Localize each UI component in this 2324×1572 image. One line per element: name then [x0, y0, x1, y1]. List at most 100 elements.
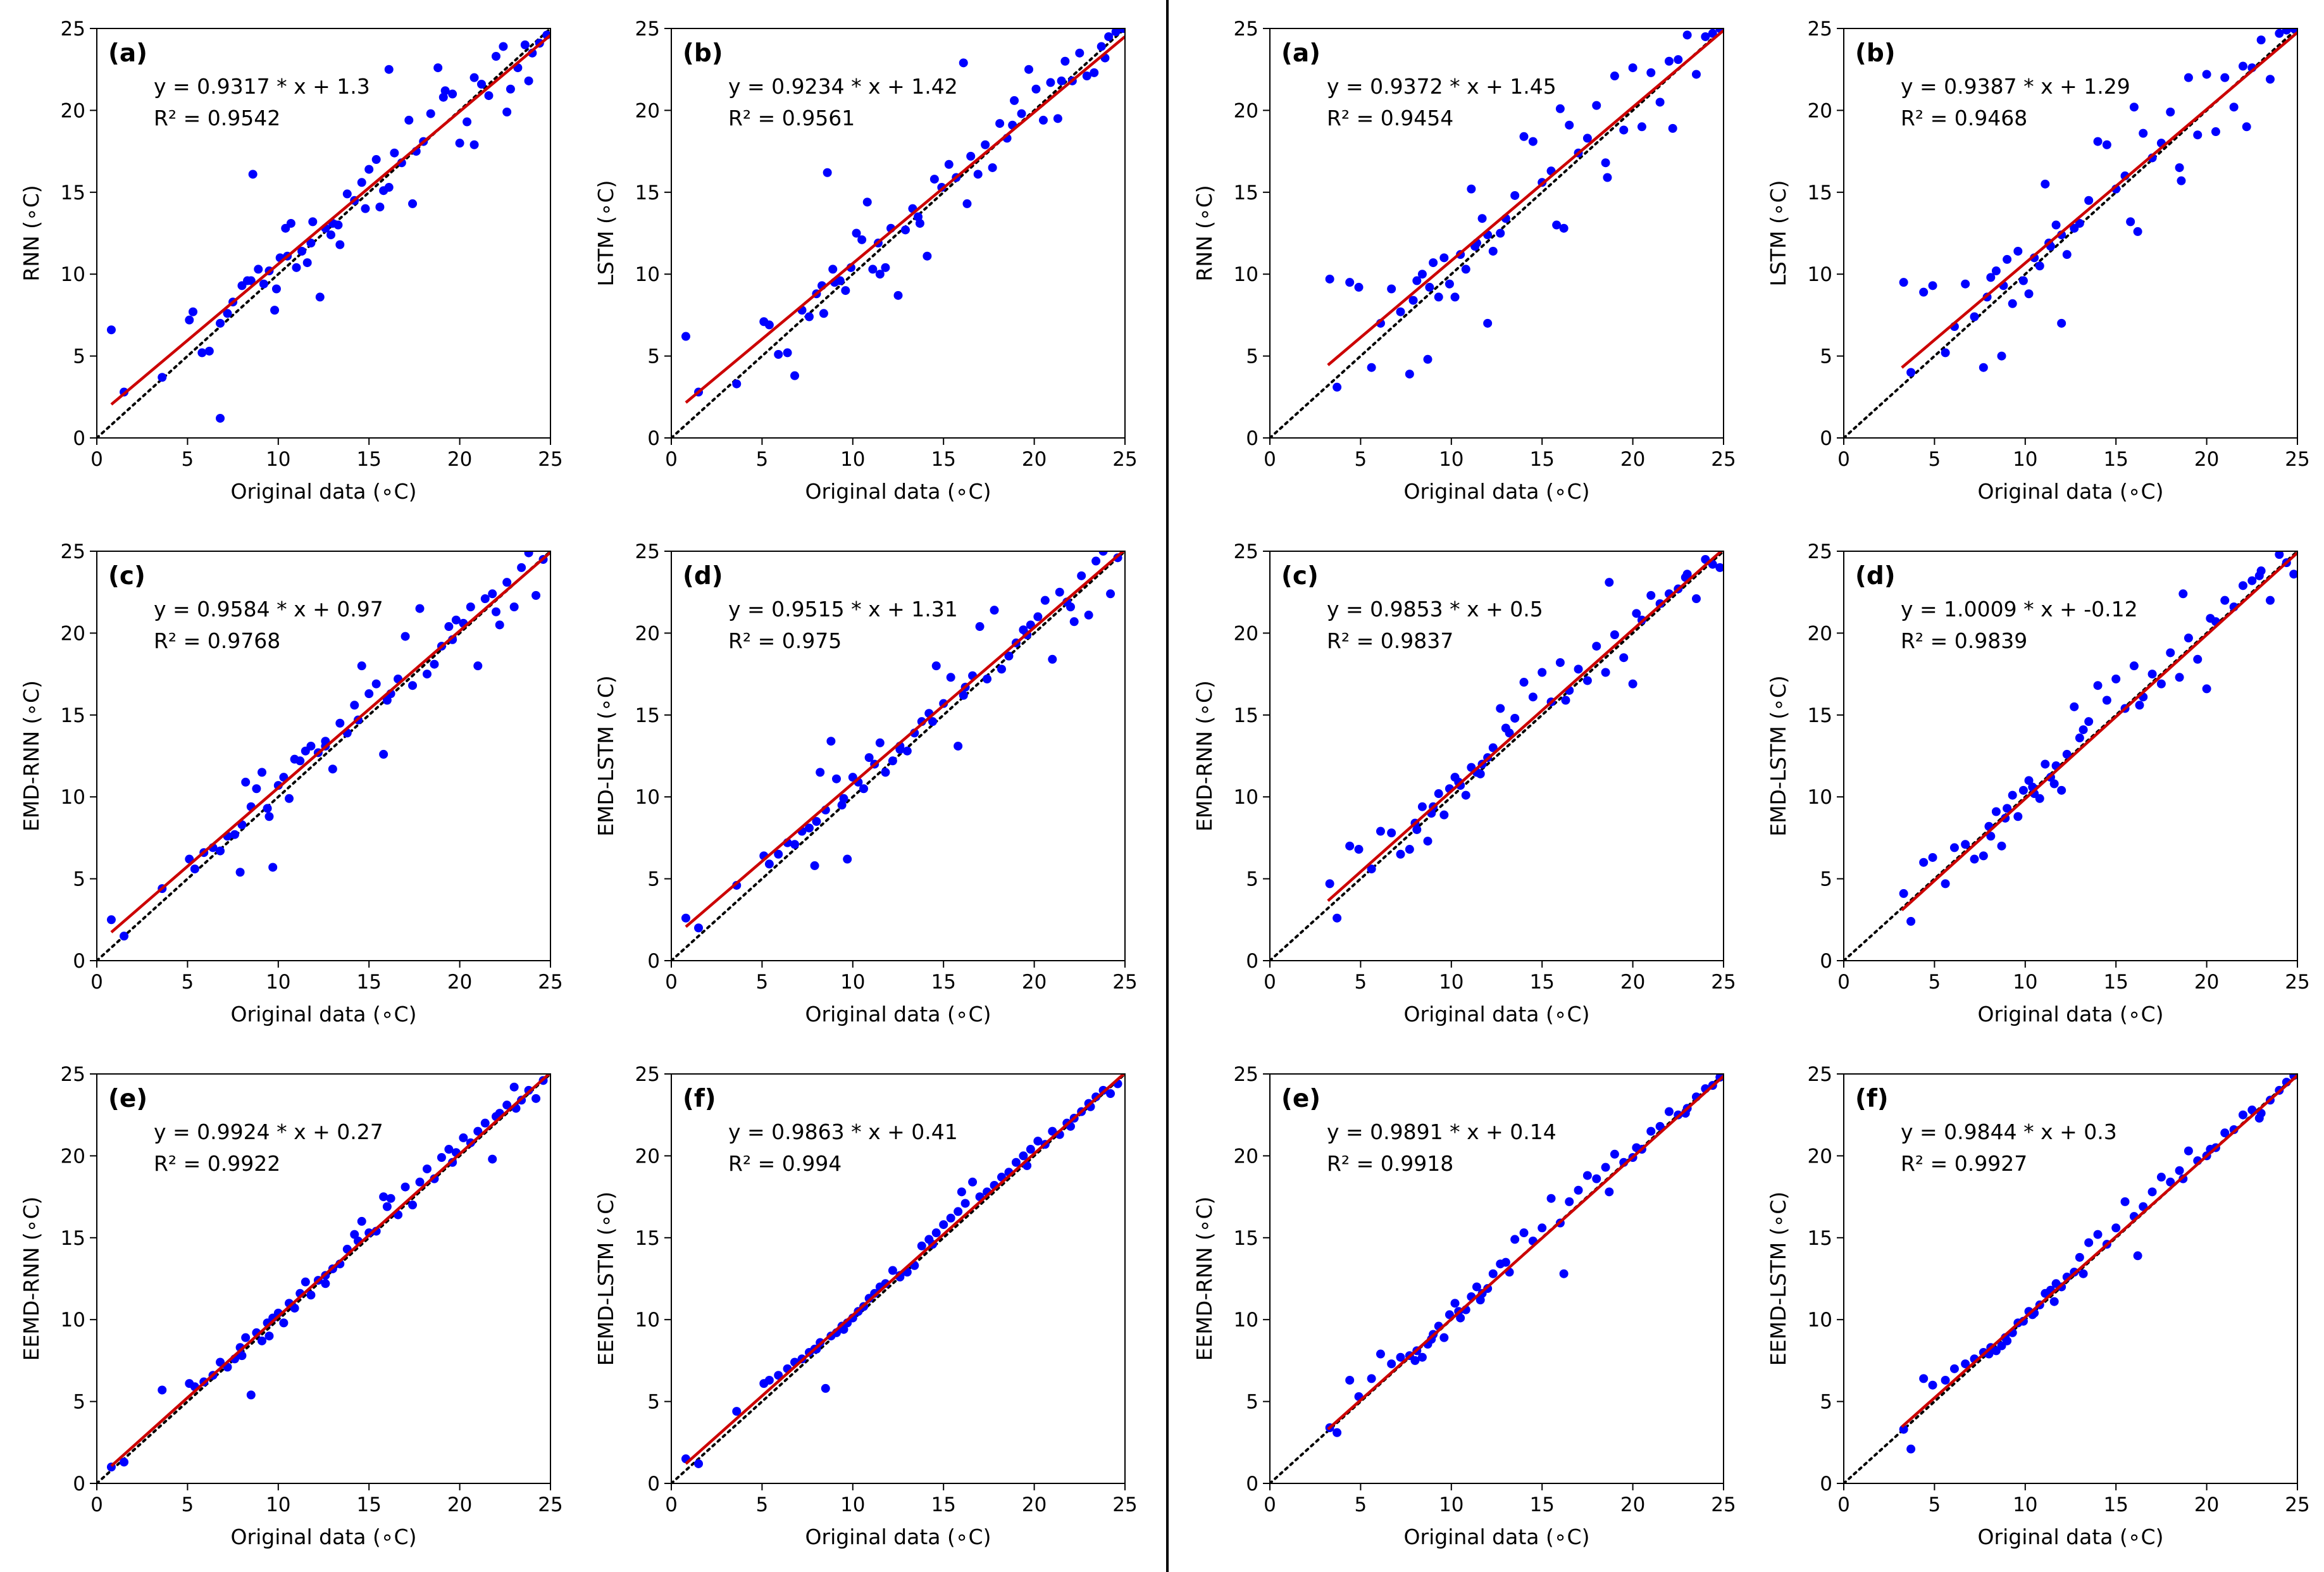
data-point — [960, 1199, 970, 1208]
data-point — [2133, 227, 2142, 236]
x-tick-label: 10 — [2013, 1494, 2037, 1516]
data-point — [271, 284, 281, 294]
regression-equation: y = 0.9515 * x + 1.31 — [728, 597, 958, 621]
data-point — [1461, 265, 1470, 274]
data-point — [764, 859, 774, 869]
data-point — [859, 784, 869, 794]
x-tick-label: 25 — [1711, 1494, 1736, 1516]
data-point — [401, 1182, 410, 1192]
data-point — [1906, 368, 1916, 377]
data-point — [1333, 913, 1342, 923]
data-point — [415, 1177, 425, 1187]
data-point — [1496, 704, 1505, 713]
data-point — [2220, 1128, 2230, 1138]
y-tick-label: 10 — [1808, 786, 1832, 809]
x-tick-label: 25 — [2285, 971, 2309, 994]
y-tick-label: 5 — [1246, 868, 1258, 891]
data-point — [983, 674, 992, 683]
x-tick-label: 15 — [356, 1494, 381, 1516]
r-squared: R² = 0.9768 — [154, 628, 280, 653]
data-point — [2242, 122, 2251, 132]
data-point — [944, 159, 954, 169]
data-point — [463, 117, 472, 127]
x-tick-label: 15 — [1529, 1494, 1554, 1516]
data-point — [1899, 1425, 1908, 1434]
x-tick-label: 0 — [1264, 448, 1276, 471]
data-point — [1555, 104, 1565, 113]
panel-label: (e) — [1281, 1085, 1320, 1113]
data-point — [1476, 1295, 1485, 1305]
y-tick-label: 20 — [1234, 1145, 1258, 1168]
regression-equation: y = 0.9853 * x + 0.5 — [1327, 597, 1543, 621]
data-point — [1417, 270, 1427, 279]
data-point — [1970, 312, 1979, 321]
data-point — [821, 1383, 830, 1393]
data-point — [968, 1177, 978, 1187]
data-point — [326, 230, 335, 240]
data-point — [306, 741, 316, 751]
x-tick-label: 5 — [1355, 971, 1367, 994]
x-tick-label: 10 — [266, 971, 290, 994]
data-point — [1488, 246, 1498, 256]
y-tick-label: 25 — [61, 1063, 85, 1086]
data-point — [1387, 828, 1396, 838]
data-point — [264, 1332, 274, 1341]
data-point — [1559, 223, 1569, 233]
regression-equation: y = 0.9372 * x + 1.45 — [1327, 74, 1557, 99]
data-point — [473, 1126, 483, 1136]
data-point — [1519, 132, 1529, 141]
data-point — [783, 348, 792, 358]
data-point — [900, 225, 910, 235]
data-point — [375, 203, 385, 212]
data-point — [975, 622, 985, 632]
data-point — [1582, 134, 1592, 143]
data-point — [1091, 556, 1101, 566]
data-point — [480, 1118, 490, 1128]
r-squared: R² = 0.9468 — [1901, 106, 2027, 130]
y-tick-label: 0 — [647, 427, 660, 450]
data-point — [1546, 1194, 1556, 1203]
data-point — [190, 864, 199, 874]
x-tick-label: 15 — [931, 1494, 955, 1516]
plot-frame — [1269, 551, 1724, 961]
data-point — [2193, 654, 2203, 664]
data-point — [433, 63, 443, 73]
regression-line — [110, 34, 550, 406]
data-point — [2035, 261, 2044, 271]
data-point — [1628, 679, 1637, 689]
data-point — [1632, 609, 1641, 618]
data-point — [1628, 63, 1637, 73]
data-point — [917, 1241, 926, 1251]
data-point — [263, 804, 272, 813]
y-tick-label: 5 — [73, 1391, 85, 1414]
data-point — [499, 42, 508, 51]
data-point — [120, 1457, 129, 1467]
data-point — [382, 1202, 392, 1211]
r-squared: R² = 0.9561 — [728, 106, 855, 130]
data-point — [1605, 1187, 1614, 1197]
data-point — [2120, 1197, 2130, 1206]
data-point — [371, 679, 381, 689]
y-tick-label: 25 — [1808, 540, 1832, 563]
data-point — [764, 1375, 774, 1385]
data-point — [1077, 571, 1086, 580]
data-point — [495, 620, 504, 630]
r-squared: R² = 0.9837 — [1327, 628, 1453, 653]
data-point — [875, 738, 885, 747]
data-point — [1119, 28, 1125, 33]
data-point — [1090, 68, 1099, 77]
data-point — [2024, 776, 2034, 785]
data-point — [1376, 1349, 1385, 1359]
data-point — [732, 880, 742, 890]
y-tick-label: 0 — [73, 1473, 85, 1495]
y-tick-label: 0 — [647, 1473, 660, 1495]
data-point — [997, 664, 1006, 674]
r-squared: R² = 0.9839 — [1901, 628, 2027, 653]
data-point — [1501, 1257, 1510, 1267]
plot-frame — [1269, 28, 1724, 439]
data-point — [1941, 879, 1950, 889]
x-tick-label: 20 — [1620, 971, 1645, 994]
data-point — [681, 913, 690, 923]
data-point — [230, 830, 239, 839]
data-point — [1111, 28, 1121, 37]
